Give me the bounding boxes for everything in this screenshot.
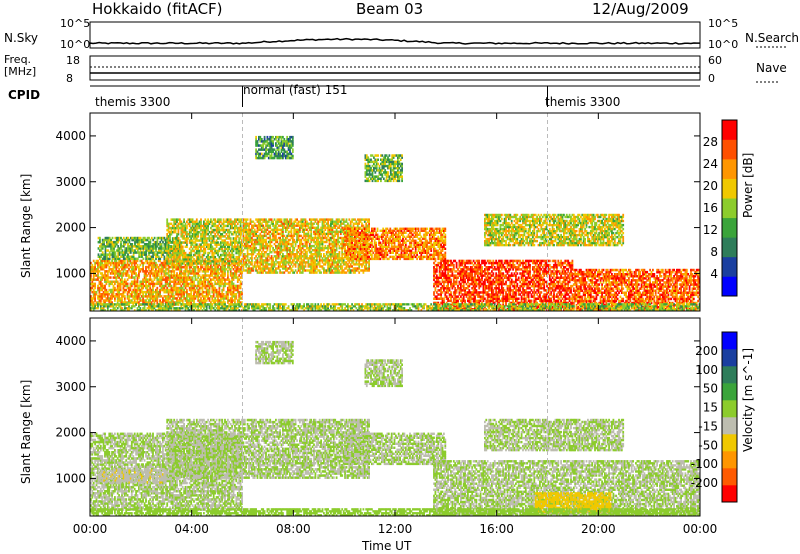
range-gate-cell	[127, 283, 129, 286]
freq-panel-frame	[90, 56, 700, 80]
range-gate-cell	[124, 295, 126, 298]
range-gate-cell	[94, 283, 96, 286]
power-panel	[90, 136, 700, 312]
range-gate-cell	[156, 287, 158, 290]
range-gate-cell	[110, 276, 112, 279]
noise-trace	[90, 39, 700, 44]
noise-panel-frame	[90, 22, 700, 48]
range-gate-cell	[186, 289, 188, 292]
rti-plot: 1000200030004000 282420161284100020003000…	[0, 0, 800, 554]
